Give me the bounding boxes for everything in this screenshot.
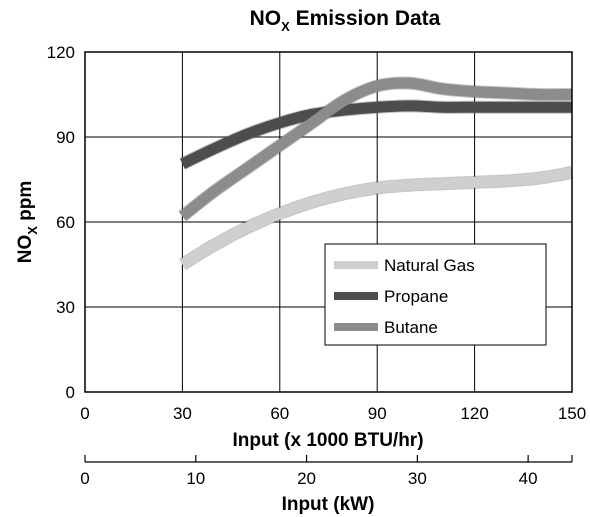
series-lines [178, 76, 574, 271]
legend-label-propane: Propane [384, 287, 448, 306]
x-tick-label: 120 [460, 404, 488, 423]
x-tick-label: 90 [368, 404, 387, 423]
x-axis-label: Input (x 1000 BTU/hr) [232, 430, 423, 451]
x-tick-label: 0 [80, 404, 89, 423]
series-line-natural-gas [179, 166, 573, 270]
y-tick-label: 60 [56, 213, 75, 232]
y-tick-label: 0 [66, 383, 75, 402]
legend-label-natural-gas: Natural Gas [384, 256, 475, 275]
y-tick-label: 90 [56, 128, 75, 147]
y-tick-label: 30 [56, 298, 75, 317]
chart-title: NOX Emission Data [250, 7, 441, 34]
legend-label-butane: Butane [384, 318, 438, 337]
tick-labels: 0 30 60 90 120 150 0 30 60 90 120 [47, 43, 587, 423]
secondary-x-axis-label: Input (kW) [282, 494, 375, 515]
secondary-tick-label: 10 [186, 469, 205, 488]
y-axis-label: NOX ppm [15, 181, 40, 264]
secondary-tick-label: 40 [519, 469, 538, 488]
secondary-tick-label: 20 [297, 469, 316, 488]
y-tick-label: 120 [47, 43, 75, 62]
series-line-butane [178, 77, 573, 221]
secondary-tick-label: 30 [408, 469, 427, 488]
plot-frame [84, 51, 573, 393]
legend: Natural Gas Propane Butane [324, 243, 547, 346]
series-line-propane [180, 100, 572, 169]
secondary-tick-label: 0 [80, 469, 89, 488]
x-tick-label: 30 [173, 404, 192, 423]
x-tick-label: 60 [270, 404, 289, 423]
secondary-axis: 0 10 20 30 40 [80, 455, 573, 488]
x-tick-label: 150 [558, 404, 586, 423]
